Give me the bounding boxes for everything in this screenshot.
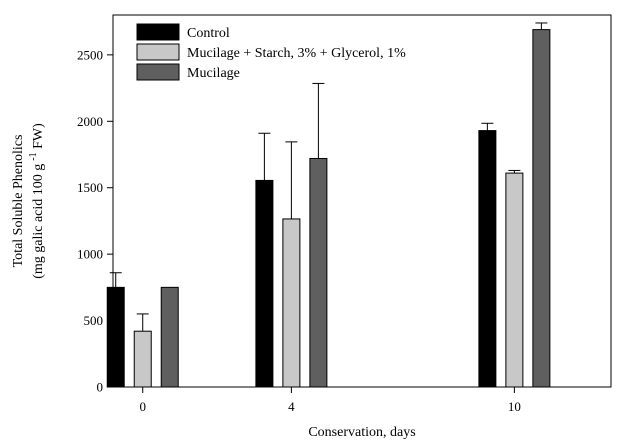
bar bbox=[255, 179, 274, 388]
x-tick-label: 0 bbox=[139, 399, 146, 414]
bar bbox=[478, 130, 497, 388]
x-axis-label: Conservation, days bbox=[308, 425, 415, 440]
plot-frame bbox=[112, 14, 612, 388]
y-tick-label: 1000 bbox=[77, 247, 103, 262]
y-axis-label-line1: Total Soluble Phenolics bbox=[11, 135, 26, 268]
legend-swatch bbox=[136, 23, 180, 41]
bar bbox=[505, 172, 524, 388]
y-axis-label-line2: (mg galic acid 100 g -1 FW) bbox=[28, 123, 46, 279]
bar bbox=[106, 286, 125, 388]
bar bbox=[282, 218, 301, 388]
bar bbox=[532, 29, 551, 388]
x-tick-label: 10 bbox=[508, 399, 521, 414]
y-tick-label: 500 bbox=[84, 313, 104, 328]
legend-label: Mucilage bbox=[187, 66, 240, 81]
y-tick-label: 1500 bbox=[77, 180, 103, 195]
bars bbox=[106, 29, 551, 388]
legend-label: Mucilage + Starch, 3% + Glycerol, 1% bbox=[187, 46, 406, 61]
y-tick-label: 0 bbox=[97, 380, 104, 395]
bar bbox=[309, 157, 328, 388]
y-tick-label: 2500 bbox=[77, 47, 103, 62]
legend-label: Control bbox=[187, 26, 230, 41]
legend-swatch bbox=[136, 63, 180, 81]
y-axis-label-unit-end: FW) bbox=[31, 123, 46, 153]
legend: Control Mucilage + Starch, 3% + Glycerol,… bbox=[136, 23, 406, 81]
bar bbox=[160, 286, 179, 388]
y-tick-label: 2000 bbox=[77, 114, 103, 129]
error-bars bbox=[109, 22, 548, 332]
y-axis-label-superscript: -1 bbox=[28, 152, 39, 160]
bar bbox=[133, 330, 152, 388]
x-axis-ticks: 0 4 10 bbox=[139, 387, 521, 414]
y-axis-label-unit: (mg galic acid 100 g bbox=[31, 164, 46, 279]
x-tick-label: 4 bbox=[288, 399, 295, 414]
y-axis-ticks: 0 500 1000 1500 2000 2500 bbox=[77, 47, 113, 395]
legend-swatch bbox=[136, 43, 180, 61]
